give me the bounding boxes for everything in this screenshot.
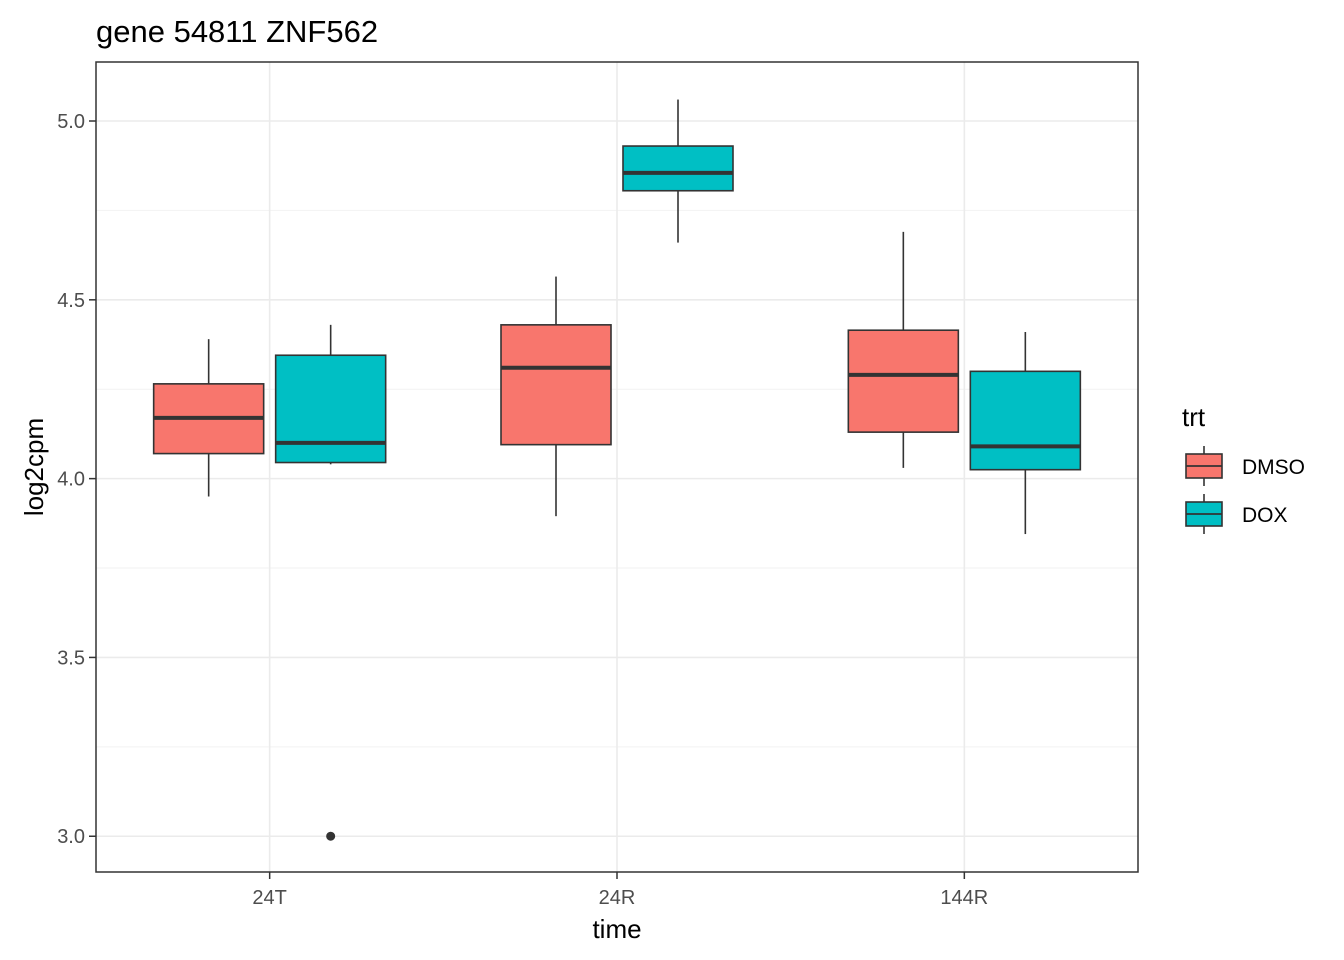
y-tick-label: 4.5 [57,290,85,312]
box-dox-144r [969,370,1082,471]
axes: 3.0 3.5 4.0 4.5 5.0 24T 24R 144R [57,111,988,909]
x-tick-label: 24R [599,887,636,909]
y-axis-title: log2cpm [19,418,49,516]
legend-title: trt [1182,402,1206,432]
box-layer [152,99,1082,841]
outlier-point [326,831,336,841]
legend-label-dox: DOX [1242,504,1288,527]
y-tick-label: 3.0 [57,826,85,848]
x-tick-label: 144R [940,887,988,909]
y-tick-label: 3.5 [57,647,85,669]
box-dox-24t [274,354,387,464]
y-tick-label: 5.0 [57,111,85,133]
x-axis-title: time [592,914,641,944]
y-tick-label: 4.0 [57,469,85,491]
grid-lines [96,62,1138,872]
legend: trt DMSO DOX [1182,402,1305,534]
chart-title: gene 54811 ZNF562 [96,14,378,49]
box-dmso-24r [500,324,612,446]
box-dmso-144r [847,329,960,433]
x-tick-label: 24T [252,887,286,909]
legend-label-dmso: DMSO [1242,456,1305,479]
box-dox-24r [622,145,734,192]
